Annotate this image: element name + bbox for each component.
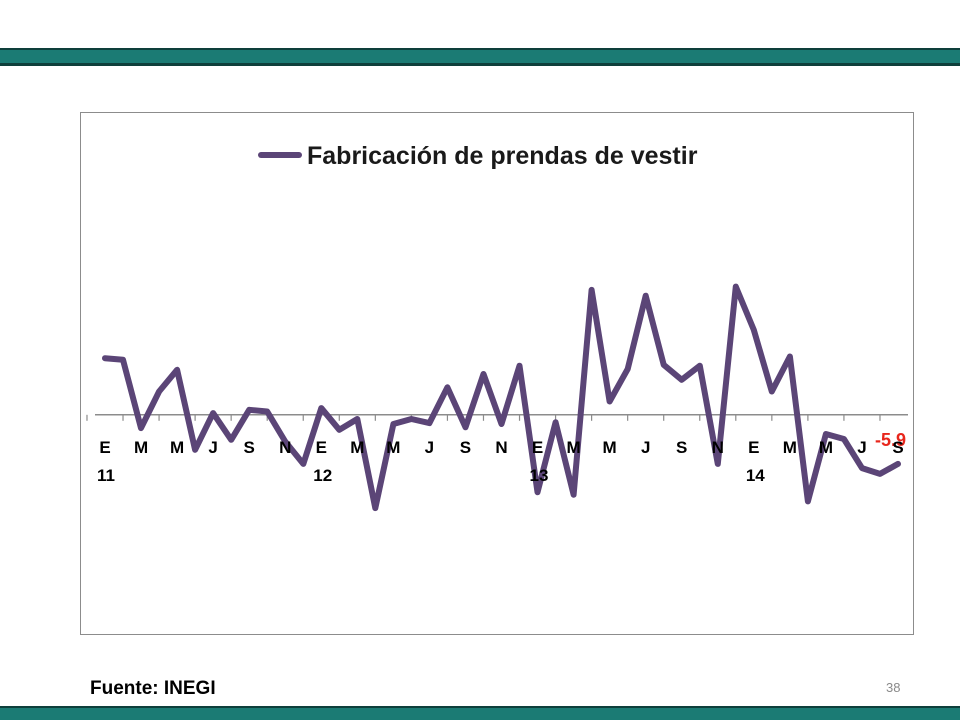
year-label: 14 [746, 466, 765, 485]
x-tick-label: S [460, 438, 471, 457]
source-note: Fuente: INEGI [90, 678, 216, 699]
chart-frame: Fabricación de prendas de vestir -5.9 E M… [80, 112, 914, 635]
year-label: 12 [313, 466, 332, 485]
x-tick-label: M [350, 438, 364, 457]
x-tick-label: N [712, 438, 724, 457]
page-number: 38 [886, 680, 901, 695]
series-line [102, 283, 901, 512]
x-tick-label: E [748, 438, 759, 457]
x-tick-label: J [208, 438, 217, 457]
x-tick-label: N [279, 438, 291, 457]
x-tick-label: S [892, 438, 903, 457]
x-tick-label: M [170, 438, 184, 457]
x-tick-label: J [425, 438, 434, 457]
legend: Fabricación de prendas de vestir [258, 142, 698, 170]
x-tick-label: E [532, 438, 543, 457]
bottom-band [0, 706, 960, 720]
x-tick-label: S [676, 438, 687, 457]
x-tick-label: M [603, 438, 617, 457]
series-group: -5.9 [102, 283, 906, 512]
x-tick-label: M [567, 438, 581, 457]
x-tick-label: S [244, 438, 255, 457]
x-tick-label: M [134, 438, 148, 457]
x-tick-label: N [495, 438, 507, 457]
last-value-label: -5.9 [875, 430, 906, 450]
legend-label: Fabricación de prendas de vestir [307, 142, 698, 170]
x-tick-label: E [316, 438, 327, 457]
x-tick-label: M [783, 438, 797, 457]
top-band [0, 48, 960, 66]
tick-labels: E M M J S N E M M J S N E M M J S N E M M J S 11 12 13 14 [97, 438, 904, 485]
year-label: 11 [97, 466, 115, 485]
x-tick-label: M [819, 438, 833, 457]
x-tick-label: J [641, 438, 650, 457]
x-tick-label: E [99, 438, 110, 457]
line-chart: Fabricación de prendas de vestir -5.9 E M… [86, 142, 908, 512]
year-label: 13 [530, 466, 549, 485]
x-tick-label: J [857, 438, 866, 457]
x-tick-label: M [386, 438, 400, 457]
